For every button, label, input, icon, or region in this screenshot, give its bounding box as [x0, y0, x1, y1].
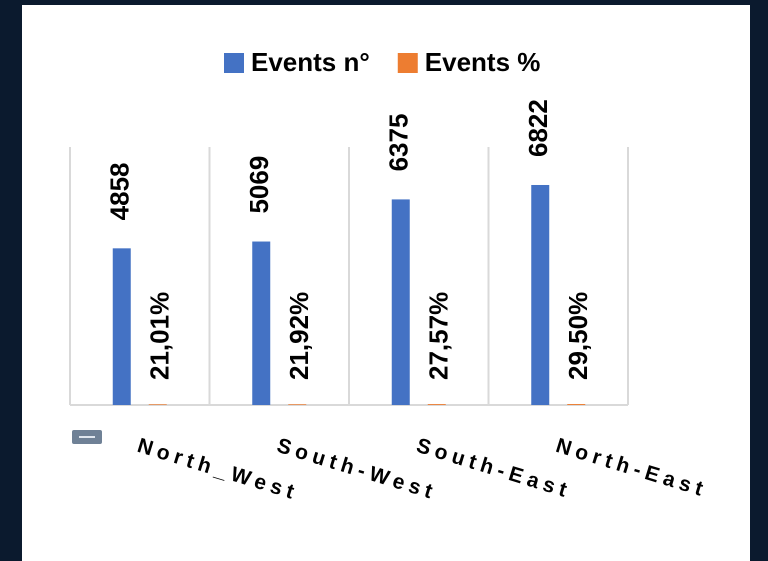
value-label: 21,01% — [145, 292, 175, 380]
legend-swatch — [224, 53, 244, 73]
bar — [148, 404, 167, 405]
bar — [391, 199, 410, 405]
bar — [531, 184, 550, 405]
legend-icon-line — [79, 436, 95, 438]
value-label: 21,92% — [284, 292, 314, 380]
value-label: 27,57% — [424, 292, 454, 380]
legend-label: Events % — [425, 47, 541, 77]
bar — [427, 404, 446, 405]
value-label: 4858 — [105, 162, 135, 220]
value-label: 5069 — [244, 156, 274, 214]
value-label: 29,50% — [563, 292, 593, 380]
value-label: 6375 — [384, 114, 414, 172]
bar — [567, 404, 586, 405]
bar — [112, 248, 131, 405]
value-label: 6822 — [523, 99, 553, 157]
bar — [252, 241, 271, 405]
legend-label: Events n° — [251, 47, 370, 77]
bar — [288, 404, 307, 405]
legend-swatch — [397, 53, 418, 73]
